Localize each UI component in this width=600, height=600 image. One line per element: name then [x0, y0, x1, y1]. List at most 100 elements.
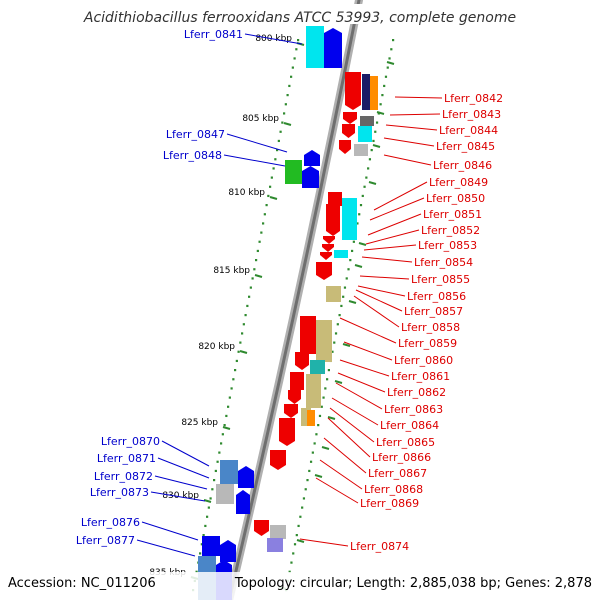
kbp-label: 830 kbp — [162, 491, 199, 501]
right-guide-dot — [345, 277, 348, 280]
right-guide-dot — [390, 48, 393, 51]
right-guide-dot — [340, 304, 343, 308]
reverse-gene-label: Lferr_0855 — [411, 273, 470, 286]
forward-feature-block — [306, 26, 324, 68]
right-guide-dot — [338, 314, 341, 317]
reverse-gene-label: Lferr_0874 — [350, 540, 409, 553]
right-guide-dot — [309, 460, 313, 463]
kbp-label: 815 kbp — [213, 266, 250, 276]
forward-gene-label: Lferr_0873 — [90, 486, 149, 499]
reverse-gene-label: Lferr_0860 — [394, 354, 453, 367]
reverse-gene-arrow — [322, 244, 334, 252]
left-guide-dot — [288, 84, 291, 88]
right-guide-dot — [295, 534, 298, 537]
kbp-label: 805 kbp — [242, 114, 279, 124]
right-guide-dot — [320, 405, 323, 408]
reverse-label-leader — [331, 397, 379, 426]
reverse-gene-arrow — [254, 520, 269, 536]
forward-label-leader — [244, 33, 303, 45]
right-guide-dot — [306, 479, 309, 482]
left-guide-dot — [281, 121, 284, 124]
left-guide-dot — [262, 222, 265, 225]
forward-gene-arrow — [220, 540, 236, 562]
right-guide-dot — [308, 469, 311, 473]
left-guide-dot — [293, 57, 296, 60]
reverse-feature-block — [362, 74, 370, 110]
forward-gene-label: Lferr_0872 — [94, 470, 153, 483]
reverse-feature-block — [326, 286, 341, 302]
reverse-gene-label: Lferr_0853 — [418, 239, 477, 252]
left-guide-dot — [246, 304, 249, 308]
reverse-gene-label: Lferr_0854 — [414, 256, 473, 269]
forward-gene-arrow — [238, 466, 254, 488]
reverse-label-leader — [327, 417, 371, 458]
left-guide-dot — [232, 378, 235, 381]
left-guide-dot — [291, 66, 294, 69]
right-guide-dot — [372, 139, 375, 143]
left-guide-dot — [256, 249, 259, 253]
right-guide-dot — [327, 369, 330, 372]
reverse-label-leader — [383, 154, 432, 166]
forward-feature-block — [285, 160, 302, 184]
right-guide-dot — [322, 396, 325, 399]
forward-label-leader — [154, 475, 208, 490]
right-guide-dot — [359, 204, 363, 207]
reverse-feature-block — [370, 76, 378, 110]
left-guide-dot — [277, 139, 280, 143]
right-track-tick — [368, 181, 377, 185]
right-track-tick — [358, 242, 367, 246]
left-guide-dot — [241, 332, 244, 335]
footer-background — [0, 572, 600, 600]
forward-gene-arrow — [236, 490, 250, 514]
right-guide-dot — [347, 268, 350, 271]
left-guide-dot — [272, 167, 275, 170]
reverse-feature-block — [334, 250, 348, 258]
reverse-feature-block — [306, 374, 321, 408]
left-guide-dot — [270, 176, 273, 179]
left-guide-dot — [216, 460, 219, 463]
left-guide-dot — [220, 442, 223, 445]
right-track-tick — [372, 144, 381, 148]
reverse-label-leader — [369, 197, 425, 221]
right-guide-dot — [311, 451, 314, 454]
forward-feature-block — [202, 536, 220, 556]
dotted-guides — [192, 39, 395, 592]
right-guide-dot — [304, 488, 307, 491]
left-guide-dot — [199, 552, 202, 555]
forward-label-leader — [136, 539, 196, 557]
right-guide-dot — [313, 442, 316, 445]
accession-text: Accession: NC_011206 — [8, 576, 156, 591]
reverse-gene-arrow — [342, 124, 355, 138]
left-guide-dot — [206, 515, 209, 518]
left-guide-dot — [283, 112, 286, 115]
left-guide-dot — [295, 48, 298, 51]
right-track-tick — [342, 343, 351, 347]
right-guide-dot — [336, 323, 339, 326]
left-guide-dot — [225, 414, 228, 418]
left-guide-dot — [244, 314, 247, 317]
right-guide-dot — [301, 506, 304, 509]
reverse-gene-label: Lferr_0868 — [364, 483, 423, 496]
left-guide-dot — [290, 75, 293, 78]
right-guide-dot — [370, 149, 373, 152]
reverse-label-leader — [299, 538, 349, 547]
reverse-gene-label: Lferr_0842 — [444, 92, 503, 105]
reverse-gene-arrow — [326, 204, 340, 236]
right-guide-dot — [363, 185, 366, 188]
reverse-label-leader — [383, 137, 435, 147]
left-guide-dot — [286, 94, 289, 97]
kbp-tick — [254, 274, 263, 278]
right-guide-dot — [293, 543, 297, 546]
forward-gene-label: Lferr_0876 — [81, 516, 140, 529]
forward-label-leader — [150, 491, 206, 502]
right-guide-dot — [365, 176, 368, 179]
reverse-gene-arrow — [279, 418, 295, 446]
left-guide-dot — [195, 570, 198, 573]
forward-label-leader — [223, 154, 286, 167]
label-leaders — [136, 33, 443, 557]
left-guide-dot — [209, 497, 212, 500]
left-guide-dot — [267, 194, 270, 198]
reverse-feature-block — [300, 316, 316, 354]
reverse-feature-block — [354, 144, 368, 156]
